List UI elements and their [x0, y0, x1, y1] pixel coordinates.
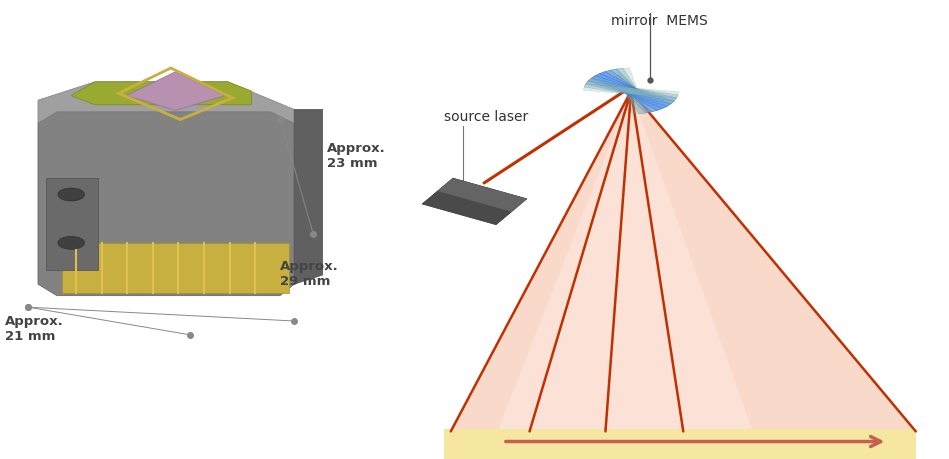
- Polygon shape: [610, 69, 652, 115]
- Polygon shape: [71, 83, 251, 106]
- Polygon shape: [584, 84, 679, 99]
- Polygon shape: [616, 69, 646, 115]
- Polygon shape: [38, 83, 294, 124]
- Circle shape: [58, 189, 84, 202]
- Polygon shape: [605, 70, 658, 114]
- FancyBboxPatch shape: [62, 243, 289, 294]
- Polygon shape: [451, 92, 916, 431]
- Polygon shape: [584, 82, 679, 102]
- Text: Approx.
23 mm: Approx. 23 mm: [327, 142, 386, 170]
- Polygon shape: [595, 73, 667, 111]
- Polygon shape: [437, 179, 527, 212]
- Polygon shape: [294, 110, 323, 285]
- Text: Approx.
29 mm: Approx. 29 mm: [280, 259, 339, 287]
- Text: Approx.
21 mm: Approx. 21 mm: [5, 314, 64, 342]
- Polygon shape: [586, 79, 677, 105]
- Polygon shape: [126, 73, 225, 111]
- Text: source laser: source laser: [444, 110, 529, 124]
- Polygon shape: [422, 179, 527, 225]
- Text: mirroir  MEMS: mirroir MEMS: [611, 14, 708, 28]
- FancyBboxPatch shape: [46, 179, 98, 271]
- Polygon shape: [591, 74, 671, 109]
- Circle shape: [58, 237, 84, 250]
- Polygon shape: [600, 71, 662, 113]
- Polygon shape: [587, 77, 675, 107]
- Polygon shape: [38, 112, 294, 296]
- FancyBboxPatch shape: [444, 429, 916, 459]
- Polygon shape: [497, 92, 753, 431]
